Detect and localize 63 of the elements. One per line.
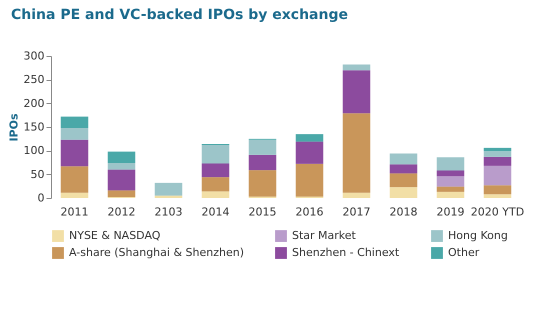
- bar: [202, 163, 230, 178]
- legend-label: Other: [448, 246, 480, 259]
- bar: [296, 142, 324, 164]
- bar: [390, 164, 418, 174]
- bar: [436, 176, 464, 187]
- legend-label: Shenzhen - Chinext: [292, 246, 400, 259]
- legend-label: NYSE & NASDAQ: [69, 229, 161, 242]
- bar: [108, 162, 136, 170]
- bar: [390, 154, 418, 164]
- y-tick-label: 300: [24, 50, 44, 62]
- bar: [390, 173, 418, 188]
- bar: [390, 187, 418, 198]
- y-tick-label: 150: [24, 120, 44, 134]
- bar: [60, 140, 88, 166]
- y-tick-label: 0: [38, 192, 44, 204]
- y-tick-label: 250: [24, 73, 44, 86]
- bar: [108, 170, 136, 190]
- bar: [248, 154, 276, 170]
- bar: [296, 134, 324, 142]
- x-tick-label: 2103: [154, 206, 182, 218]
- chart-title: China PE and VC-backed IPOs by exchange: [11, 7, 348, 23]
- x-tick-label: 2015: [248, 206, 276, 218]
- bar: [60, 128, 88, 140]
- bar: [342, 192, 370, 198]
- bar: [484, 151, 512, 157]
- y-tick-label: 50: [30, 168, 44, 181]
- bar: [296, 164, 324, 197]
- y-axis-title: IPOs: [8, 113, 21, 142]
- bar: [484, 166, 512, 186]
- x-tick-label: 2018: [390, 206, 418, 218]
- bar: [108, 190, 136, 198]
- x-tick-label: 2014: [202, 206, 230, 218]
- bar: [484, 194, 512, 198]
- legend-label: A-share (Shanghai & Shenzhen): [69, 246, 244, 259]
- legend-label: Hong Kong: [448, 229, 508, 242]
- y-tick-label: 100: [24, 144, 44, 158]
- y-tick-label: 200: [24, 96, 44, 110]
- x-tick-label: 2011: [60, 206, 88, 218]
- bar: [60, 116, 88, 128]
- x-tick-label: 2016: [296, 206, 324, 218]
- bar: [202, 177, 230, 192]
- x-tick-label: 2020 YTD: [470, 206, 524, 218]
- bar: [60, 192, 88, 198]
- bar: [484, 156, 512, 166]
- bar: [342, 64, 370, 70]
- bar: [342, 113, 370, 193]
- bar: [436, 186, 464, 192]
- bar: [484, 185, 512, 194]
- bar: [154, 182, 182, 196]
- bar: [436, 157, 464, 171]
- legend-label: Star Market: [292, 229, 357, 242]
- bar: [248, 170, 276, 197]
- bar: [436, 192, 464, 198]
- bar: [108, 152, 136, 163]
- x-tick-label: 2019: [436, 206, 464, 218]
- bar: [248, 140, 276, 155]
- bar: [202, 144, 230, 164]
- bar: [436, 170, 464, 176]
- x-tick-label: 2012: [108, 206, 136, 218]
- bar: [60, 166, 88, 193]
- x-tick-label: 2017: [342, 206, 370, 218]
- bar: [202, 191, 230, 198]
- bar: [342, 70, 370, 114]
